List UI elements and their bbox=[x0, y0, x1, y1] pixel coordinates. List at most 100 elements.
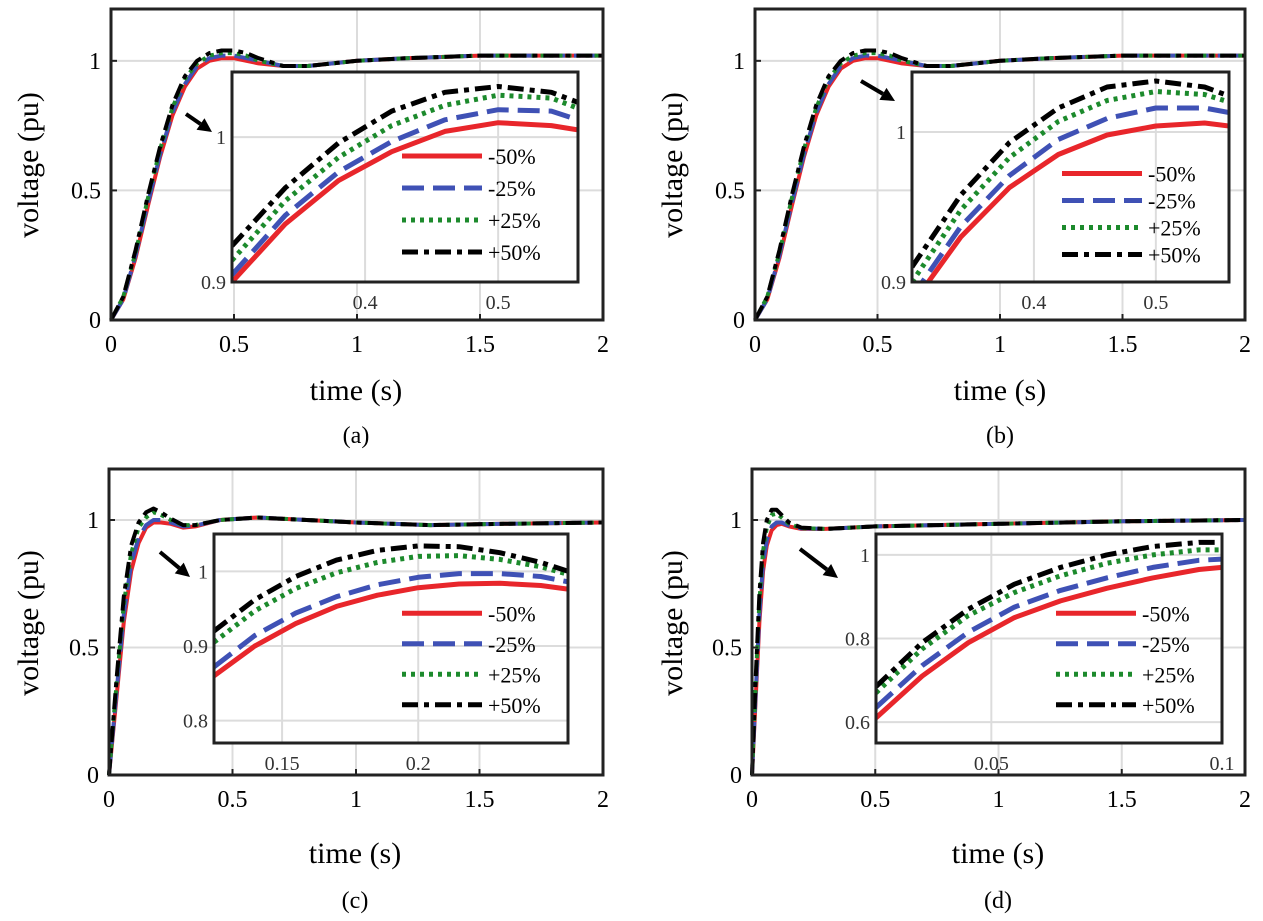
series-line--25% bbox=[753, 53, 1245, 322]
y-tick-label: 0.5 bbox=[71, 178, 101, 204]
legend-label: -25% bbox=[1142, 632, 1190, 657]
inset-frame bbox=[230, 70, 580, 284]
legend-label: +25% bbox=[488, 662, 541, 687]
x-tick-label: 0 bbox=[746, 787, 758, 813]
arrow-icon bbox=[822, 563, 838, 578]
series-line-+50% bbox=[753, 48, 1245, 321]
x-tick-label: 0.5 bbox=[860, 787, 890, 813]
x-tick-label: 0 bbox=[749, 332, 761, 358]
legend: -50% -25% +25% +50% bbox=[402, 144, 541, 265]
legend-label: +25% bbox=[1142, 662, 1195, 687]
legend-label: +50% bbox=[488, 240, 541, 265]
series-line-+25% bbox=[753, 51, 1245, 321]
legend-label: +50% bbox=[488, 693, 541, 718]
y-axis-label: voltage (pu) bbox=[656, 550, 689, 696]
y-tick-label: 0.5 bbox=[712, 636, 742, 662]
inset-y-tick-label: 0.8 bbox=[845, 629, 870, 651]
inset-y-tick-label: 0.9 bbox=[201, 272, 226, 294]
inset-line-+50% bbox=[912, 78, 1229, 269]
x-tick-label: 0.5 bbox=[219, 332, 249, 358]
inset-y-tick-label: 0.9 bbox=[881, 272, 906, 294]
inset-plot: 0.4 0.5 0.9 1 bbox=[881, 70, 1231, 314]
arrow-shaft bbox=[859, 79, 884, 96]
inset-x-tick-label: 0.5 bbox=[1143, 292, 1168, 314]
inset-plot: 0.05 0.1 0.6 0.8 1 bbox=[845, 532, 1235, 775]
legend-label: -25% bbox=[1148, 189, 1196, 214]
panel-caption: (b) bbox=[986, 423, 1014, 449]
arrow-shaft bbox=[798, 547, 829, 572]
legend-label: -50% bbox=[488, 601, 536, 626]
inset-frame bbox=[212, 532, 570, 745]
y-axis-label: voltage (pu) bbox=[12, 550, 45, 696]
inset-series bbox=[876, 539, 1222, 720]
series-line--25% bbox=[109, 53, 603, 322]
inset-line-+50% bbox=[876, 539, 1222, 689]
legend-label: -50% bbox=[1142, 601, 1190, 626]
legend-label: -50% bbox=[1148, 162, 1196, 187]
inset-line-+25% bbox=[214, 553, 568, 645]
x-tick-label: 1 bbox=[994, 332, 1006, 358]
inset-frame bbox=[874, 532, 1224, 745]
x-tick-label: 0.5 bbox=[863, 332, 893, 358]
inset-line-+25% bbox=[232, 92, 578, 262]
inset-plot: 0.15 0.2 0.8 0.9 1 bbox=[183, 532, 570, 775]
inset-y-tick-label: 0.8 bbox=[183, 711, 208, 733]
chart-panel-a: 0 0.5 1 1.5 2 0 0.5 1 time (s) voltage (pu) (a) 0.4… bbox=[12, 7, 609, 449]
inset-line--50% bbox=[876, 564, 1222, 720]
inset-line-+50% bbox=[232, 84, 578, 248]
x-tick-label: 0 bbox=[105, 332, 117, 358]
inset-line--25% bbox=[214, 571, 568, 669]
inset-x-tick-label: 0.4 bbox=[353, 292, 378, 314]
x-tick-label: 1 bbox=[351, 332, 363, 358]
inset-line-+50% bbox=[214, 543, 568, 633]
x-tick-label: 2 bbox=[597, 332, 609, 358]
y-tick-label: 0.5 bbox=[715, 178, 745, 204]
y-tick-label: 0 bbox=[730, 763, 742, 789]
x-tick-label: 1 bbox=[350, 787, 362, 813]
legend: -50% -25% +25% +50% bbox=[402, 601, 541, 718]
x-axis-label: time (s) bbox=[310, 374, 402, 407]
inset-line--25% bbox=[232, 107, 578, 277]
arrow-icon bbox=[879, 87, 895, 101]
arrow-icon bbox=[174, 562, 190, 577]
legend-label: +25% bbox=[488, 208, 541, 233]
series-line-+50% bbox=[750, 507, 1246, 776]
legend-label: +25% bbox=[1148, 216, 1201, 241]
y-tick-label: 0 bbox=[87, 763, 99, 789]
series-line-+25% bbox=[109, 51, 603, 321]
y-tick-label: 0 bbox=[89, 308, 101, 334]
series-line-+50% bbox=[109, 48, 603, 321]
arrow-shaft bbox=[158, 550, 181, 570]
x-tick-label: 1.5 bbox=[1108, 332, 1138, 358]
inset-y-tick-label: 0.6 bbox=[845, 712, 870, 734]
arrow-icon bbox=[196, 118, 212, 132]
legend-label: -25% bbox=[488, 632, 536, 657]
inset-x-tick-label: 0.2 bbox=[406, 753, 431, 775]
inset-line-+25% bbox=[876, 547, 1222, 695]
inset-line--25% bbox=[876, 556, 1222, 710]
arrow-shaft bbox=[184, 112, 202, 126]
x-axis-label: time (s) bbox=[952, 837, 1044, 870]
inset-line--25% bbox=[919, 105, 1229, 282]
inset-line--50% bbox=[214, 580, 568, 678]
x-axis-label: time (s) bbox=[954, 374, 1046, 407]
series-line-+50% bbox=[107, 506, 604, 776]
inset-x-tick-label: 0.1 bbox=[1210, 753, 1235, 775]
legend: -50% -25% +25% +50% bbox=[1056, 601, 1195, 718]
y-tick-label: 1 bbox=[730, 508, 742, 534]
x-tick-label: 1 bbox=[993, 787, 1005, 813]
x-tick-label: 0 bbox=[103, 787, 115, 813]
y-tick-label: 1 bbox=[89, 49, 101, 75]
x-tick-label: 1.5 bbox=[465, 332, 495, 358]
inset-x-tick-label: 0.5 bbox=[486, 292, 511, 314]
chart-panel-c: 0 0.5 1 1.5 2 0 0.5 1 time (s) voltage (pu) (c) 0.1… bbox=[12, 467, 609, 914]
x-tick-label: 1.5 bbox=[1107, 787, 1137, 813]
x-tick-label: 2 bbox=[597, 787, 609, 813]
x-axis-label: time (s) bbox=[309, 837, 401, 870]
inset-x-tick-label: 0.05 bbox=[974, 753, 1009, 775]
inset-frame bbox=[910, 70, 1231, 284]
inset-line--50% bbox=[232, 120, 578, 282]
legend-label: +50% bbox=[1142, 693, 1195, 718]
y-tick-label: 0 bbox=[733, 308, 745, 334]
